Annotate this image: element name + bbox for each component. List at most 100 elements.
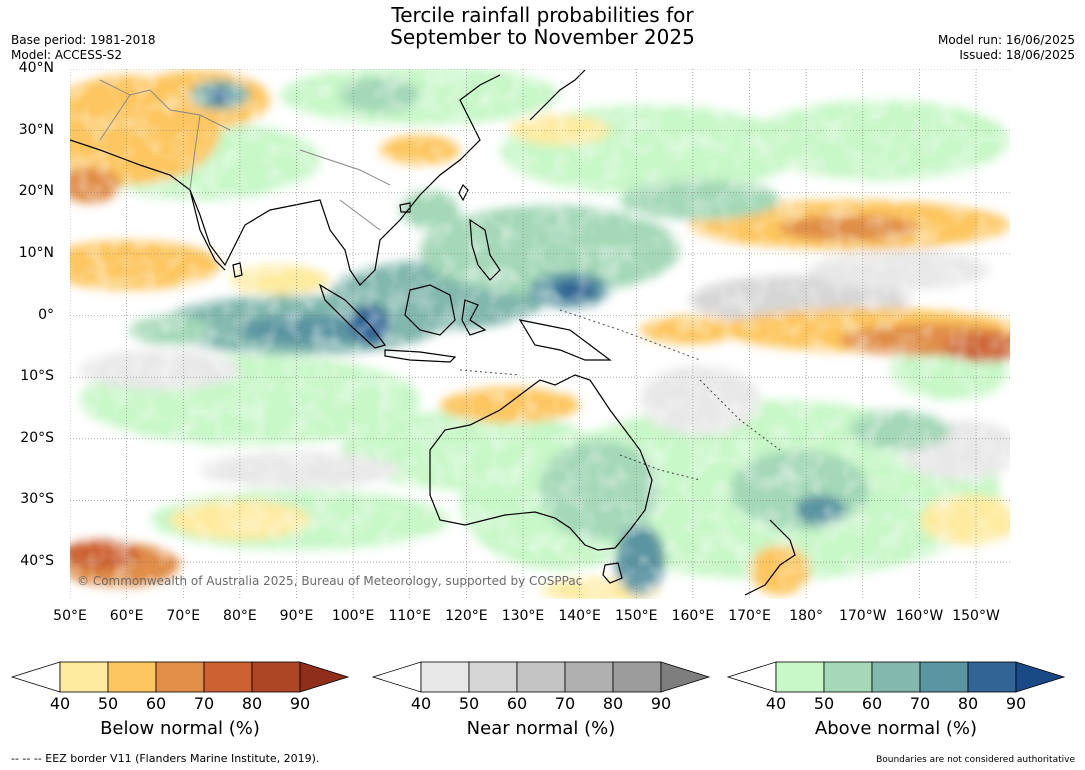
colorbar-segment xyxy=(155,661,205,693)
latitude-label: 10°S xyxy=(20,368,54,385)
colorbar-segment xyxy=(967,661,1017,693)
hainan-coast xyxy=(399,202,411,213)
model-info: Base period: 1981-2018 Model: ACCESS-S2 xyxy=(11,33,156,63)
colorbar xyxy=(371,661,711,693)
india-coast xyxy=(189,189,226,271)
new-zealand-coast xyxy=(744,519,796,596)
colorbar-low-extend xyxy=(726,661,777,693)
longitude-label: 100°E xyxy=(331,608,375,624)
map-title: Tercile rainfall probabilities for Septe… xyxy=(0,4,1085,48)
colorbar-tick-label: 70 xyxy=(193,694,215,713)
colorbar-tick-label: 80 xyxy=(602,694,624,713)
title-line-2: September to November 2025 xyxy=(390,25,695,49)
colorbar xyxy=(10,661,350,693)
probability-field xyxy=(70,69,1010,599)
colorbar-segment xyxy=(919,661,969,693)
latitude-label: 30°N xyxy=(18,121,54,138)
title-line-1: Tercile rainfall probabilities for xyxy=(391,3,694,27)
longitude-label: 170°W xyxy=(838,608,887,624)
sulawesi-coast xyxy=(461,299,487,336)
colorbar-tick-label: 70 xyxy=(554,694,576,713)
java-coast xyxy=(384,349,457,363)
japan-coast xyxy=(529,69,586,121)
longitude-label: 90°E xyxy=(279,608,314,624)
colorbar-low-extend xyxy=(10,661,61,693)
colorbar-segment xyxy=(203,661,253,693)
longitude-label: 140°E xyxy=(558,608,601,624)
longitude-label: 120°E xyxy=(445,608,488,624)
longitude-label: 170°E xyxy=(728,608,771,624)
longitude-label: 130°E xyxy=(501,608,545,624)
colorbar-tick-label: 90 xyxy=(650,694,672,713)
longitude-label: 150°E xyxy=(614,608,658,624)
country-borders xyxy=(99,79,391,231)
australia-coast xyxy=(429,374,653,551)
colorbar-tick-label: 60 xyxy=(506,694,528,713)
colorbar-tick-label: 90 xyxy=(1005,694,1027,713)
model-name: Model: ACCESS-S2 xyxy=(11,48,123,62)
borneo-coast xyxy=(404,284,456,336)
eez-borders xyxy=(459,309,781,481)
sri-lanka-coast xyxy=(232,262,243,278)
taiwan-coast xyxy=(458,183,469,202)
colorbar-title: Above normal (%) xyxy=(814,718,978,739)
colorbar-tick-label: 80 xyxy=(241,694,263,713)
colorbar-tick-label: 60 xyxy=(861,694,883,713)
colorbar-tick-label: 60 xyxy=(145,694,167,713)
longitude-label: 50°E xyxy=(53,608,87,624)
colorbar-tick-label: 40 xyxy=(410,694,432,713)
boundaries-disclaimer: Boundaries are not considered authoritat… xyxy=(876,755,1075,765)
longitude-label: 60°E xyxy=(109,608,144,624)
latitude-label: 30°S xyxy=(20,491,54,508)
colorbar-segment xyxy=(468,661,518,693)
latitude-label: 40°N xyxy=(18,60,54,76)
issued-date: Issued: 18/06/2025 xyxy=(959,48,1075,62)
colorbar-high-extend xyxy=(660,661,711,693)
longitude-label: 80°E xyxy=(223,608,257,624)
colorbar-segment xyxy=(516,661,566,693)
colorbar-segment xyxy=(59,661,109,693)
eez-note: -- -- -- EEZ border V11 (Flanders Marine… xyxy=(11,752,320,765)
colorbars xyxy=(10,661,1066,693)
coastlines xyxy=(70,69,796,596)
philippines-coast xyxy=(469,218,501,281)
longitude-label: 70°E xyxy=(166,608,201,624)
colorbar-tick-label: 90 xyxy=(289,694,311,713)
colorbar-segment xyxy=(251,661,301,693)
colorbar-segment xyxy=(871,661,921,693)
colorbar-high-extend xyxy=(299,661,350,693)
colorbar-segment xyxy=(612,661,662,693)
new-guinea-coast xyxy=(518,319,612,361)
colorbar-tick-label: 50 xyxy=(97,694,119,713)
colorbar-tick-label: 50 xyxy=(458,694,480,713)
tasmania-coast xyxy=(602,562,623,584)
colorbar-segment xyxy=(823,661,873,693)
latitude-label: 0° xyxy=(38,306,54,323)
latitude-label: 20°N xyxy=(18,183,54,200)
latitude-label: 40°S xyxy=(20,553,54,570)
latitude-label: 10°N xyxy=(18,244,54,261)
model-run: Model run: 16/06/2025 xyxy=(937,33,1075,47)
colorbar-high-extend xyxy=(1015,661,1066,693)
colorbar-segment xyxy=(564,661,614,693)
longitude-label: 180° xyxy=(789,608,824,624)
colorbar-tick-label: 80 xyxy=(957,694,979,713)
asia-coast xyxy=(70,74,501,286)
sumatra-coast xyxy=(318,283,386,349)
colorbar-segment xyxy=(775,661,825,693)
colorbar-title: Near normal (%) xyxy=(466,718,616,739)
base-period: Base period: 1981-2018 xyxy=(11,33,156,47)
colorbar-tick-label: 70 xyxy=(909,694,931,713)
colorbar-tick-label: 50 xyxy=(813,694,835,713)
latitude-label: 20°S xyxy=(20,429,54,446)
longitude-label: 160°E xyxy=(671,608,715,624)
longitude-label: 160°W xyxy=(895,608,944,624)
copyright-notice: © Commonwealth of Australia 2025, Bureau… xyxy=(77,574,583,588)
colorbar xyxy=(726,661,1066,693)
colorbar-title: Below normal (%) xyxy=(100,718,260,739)
longitude-label: 150°W xyxy=(952,608,1000,624)
colorbar-low-extend xyxy=(371,661,422,693)
colorbar-tick-label: 40 xyxy=(765,694,787,713)
graticule xyxy=(70,69,1010,599)
